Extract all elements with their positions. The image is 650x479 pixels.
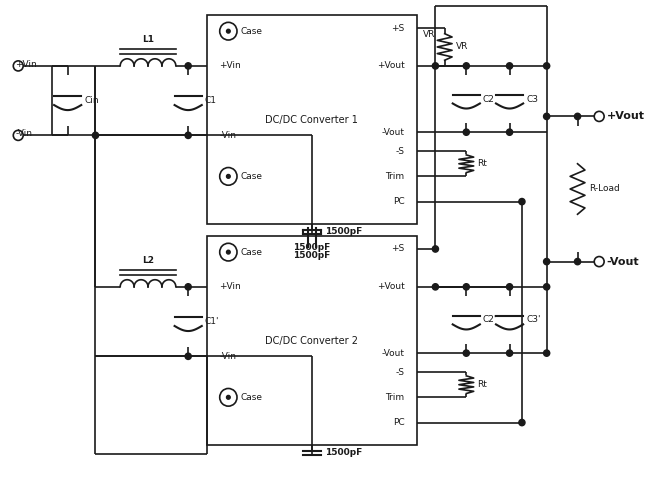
Circle shape [575,259,580,265]
Text: PC: PC [393,418,404,427]
Circle shape [92,132,99,138]
Circle shape [506,129,513,136]
Circle shape [543,284,550,290]
Text: Rt: Rt [478,380,488,389]
Text: DC/DC Converter 2: DC/DC Converter 2 [265,335,358,345]
Text: C3': C3' [526,316,541,324]
Text: -S: -S [395,367,404,376]
Circle shape [463,284,469,290]
Text: C2': C2' [483,316,497,324]
Text: VR: VR [423,30,436,39]
Circle shape [543,259,550,265]
Text: 1500pF: 1500pF [293,251,330,260]
Text: R-Load: R-Load [589,184,619,194]
Circle shape [506,350,513,356]
Text: +Vout: +Vout [377,61,404,70]
Text: Case: Case [240,172,263,181]
Text: +S: +S [391,244,404,253]
Text: -Vout: -Vout [382,349,404,358]
Circle shape [226,174,230,178]
Text: -Vin: -Vin [15,129,32,138]
Circle shape [506,63,513,69]
Text: Case: Case [240,27,263,35]
Circle shape [463,350,469,356]
Text: -Vin: -Vin [219,131,236,140]
Text: +Vin: +Vin [219,61,241,70]
Circle shape [432,63,439,69]
Circle shape [506,284,513,290]
Circle shape [463,129,469,136]
Text: C2: C2 [483,94,495,103]
Text: +Vin: +Vin [15,59,37,68]
Circle shape [543,63,550,69]
Circle shape [543,350,550,356]
Text: C1: C1 [205,96,217,105]
Text: +S: +S [391,23,404,33]
Text: C3: C3 [526,94,538,103]
Text: -Vin: -Vin [219,352,236,361]
Circle shape [185,284,191,290]
Text: 1500pF: 1500pF [326,228,363,237]
Text: -S: -S [395,147,404,156]
Text: Trim: Trim [385,393,404,402]
Text: -Vout: -Vout [606,257,639,267]
Circle shape [519,420,525,426]
Circle shape [226,29,230,33]
Circle shape [226,396,230,399]
FancyBboxPatch shape [207,236,417,445]
Circle shape [185,132,191,138]
Text: +Vout: +Vout [606,112,645,121]
Circle shape [226,250,230,254]
Circle shape [575,113,580,120]
Text: +Vin: +Vin [219,282,241,291]
Text: -Vout: -Vout [382,128,404,137]
Text: 1500pF: 1500pF [326,448,363,457]
Circle shape [432,284,439,290]
Text: +Vout: +Vout [377,282,404,291]
FancyBboxPatch shape [207,15,417,224]
Circle shape [432,246,439,252]
Circle shape [463,63,469,69]
Text: L1: L1 [142,35,154,44]
Text: VR: VR [456,43,468,51]
Text: Cin: Cin [84,96,99,105]
Circle shape [185,63,191,69]
Text: L2: L2 [142,256,154,265]
Text: Case: Case [240,248,263,257]
Text: Rt: Rt [478,159,488,168]
Text: Trim: Trim [385,172,404,181]
Circle shape [185,353,191,359]
Text: Case: Case [240,393,263,402]
Text: PC: PC [393,197,404,206]
Circle shape [519,198,525,205]
Text: 1500pF: 1500pF [293,243,330,251]
Circle shape [543,113,550,120]
Text: C1': C1' [205,317,219,326]
Text: DC/DC Converter 1: DC/DC Converter 1 [265,114,358,125]
